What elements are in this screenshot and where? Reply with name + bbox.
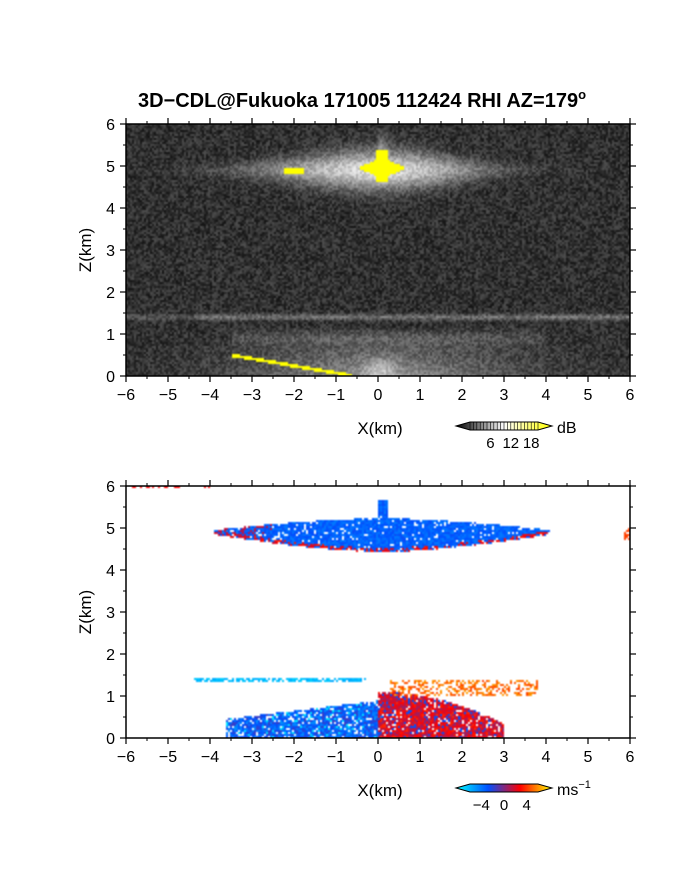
intensity-xtick-label: −6 — [117, 387, 135, 404]
intensity-xtick-label: −1 — [327, 387, 345, 404]
velocity-heatmap — [126, 486, 630, 738]
velocity-image — [126, 486, 630, 738]
intensity-ytick-label: 4 — [106, 201, 115, 218]
intensity-ytick-label: 1 — [106, 327, 115, 344]
intensity-ytick-label: 5 — [106, 159, 115, 176]
intensity-heatmap — [126, 124, 630, 376]
velocity-xtick-label: −3 — [243, 749, 261, 766]
velocity-ytick-label: 4 — [106, 563, 115, 580]
velocity-xtick-label: −4 — [201, 749, 219, 766]
intensity-xtick-label: 5 — [584, 387, 593, 404]
intensity-colorbar-tick: 12 — [502, 435, 519, 452]
intensity-ylabel: Z(km) — [76, 228, 95, 272]
velocity-ytick-label: 0 — [106, 731, 115, 748]
velocity-colorbar-tick: 0 — [500, 797, 508, 814]
intensity-xtick-label: −3 — [243, 387, 261, 404]
velocity-colorbar-bar — [454, 783, 554, 793]
velocity-colorbar: −4 0 4 — [454, 783, 554, 814]
velocity-panel: −6 −5 −4 −3 −2 −1 0 1 2 3 4 5 6 0 1 2 3 4 5 6 X(km) Z(km) −… — [76, 479, 636, 814]
intensity-axes: −6 −5 −4 −3 −2 −1 0 1 2 3 4 5 6 0 1 2 3 4 5 6 — [106, 117, 636, 404]
intensity-xtick-label: −4 — [201, 387, 219, 404]
intensity-xtick-label: −2 — [285, 387, 303, 404]
velocity-xlabel: X(km) — [357, 781, 402, 800]
intensity-xtick-label: 3 — [500, 387, 509, 404]
velocity-xtick-label: 0 — [374, 749, 383, 766]
velocity-xtick-label: 5 — [584, 749, 593, 766]
intensity-xtick-label: 4 — [542, 387, 551, 404]
intensity-xtick-label: 2 — [458, 387, 467, 404]
velocity-colorbar-tick: 4 — [522, 797, 530, 814]
intensity-colorbar-unit: dB — [557, 420, 577, 437]
intensity-colorbar-tick: 18 — [523, 435, 540, 452]
velocity-ytick-label: 5 — [106, 521, 115, 538]
intensity-ytick-label: 6 — [106, 117, 115, 134]
intensity-ytick-label: 0 — [106, 369, 115, 386]
velocity-xtick-label: 1 — [416, 749, 425, 766]
velocity-colorbar-unit: ms−1 — [557, 779, 591, 799]
velocity-xtick-label: −1 — [327, 749, 345, 766]
velocity-colorbar-tick: −4 — [473, 797, 490, 814]
intensity-colorbar: 6 12 18 — [454, 421, 554, 452]
intensity-ytick-label: 2 — [106, 285, 115, 302]
intensity-colorbar-tick: 6 — [486, 435, 494, 452]
velocity-xtick-label: −2 — [285, 749, 303, 766]
intensity-xtick-label: 6 — [626, 387, 635, 404]
velocity-xtick-label: −5 — [159, 749, 177, 766]
velocity-axes: −6 −5 −4 −3 −2 −1 0 1 2 3 4 5 6 0 1 2 3 4 5 6 — [106, 479, 636, 766]
velocity-xtick-label: 4 — [542, 749, 551, 766]
intensity-xtick-label: 1 — [416, 387, 425, 404]
velocity-xtick-label: −6 — [117, 749, 135, 766]
intensity-image — [126, 124, 630, 376]
velocity-xtick-label: 2 — [458, 749, 467, 766]
intensity-ytick-label: 3 — [106, 243, 115, 260]
velocity-ylabel: Z(km) — [76, 590, 95, 634]
velocity-xtick-label: 6 — [626, 749, 635, 766]
figure-title: 3D−CDL@Fukuoka 171005 112424 RHI AZ=179o — [138, 87, 586, 112]
velocity-ytick-label: 6 — [106, 479, 115, 496]
velocity-ytick-label: 3 — [106, 605, 115, 622]
intensity-xtick-label: −5 — [159, 387, 177, 404]
velocity-xtick-label: 3 — [500, 749, 509, 766]
intensity-xlabel: X(km) — [357, 419, 402, 438]
intensity-xtick-label: 0 — [374, 387, 383, 404]
velocity-ytick-label: 1 — [106, 689, 115, 706]
velocity-ytick-label: 2 — [106, 647, 115, 664]
